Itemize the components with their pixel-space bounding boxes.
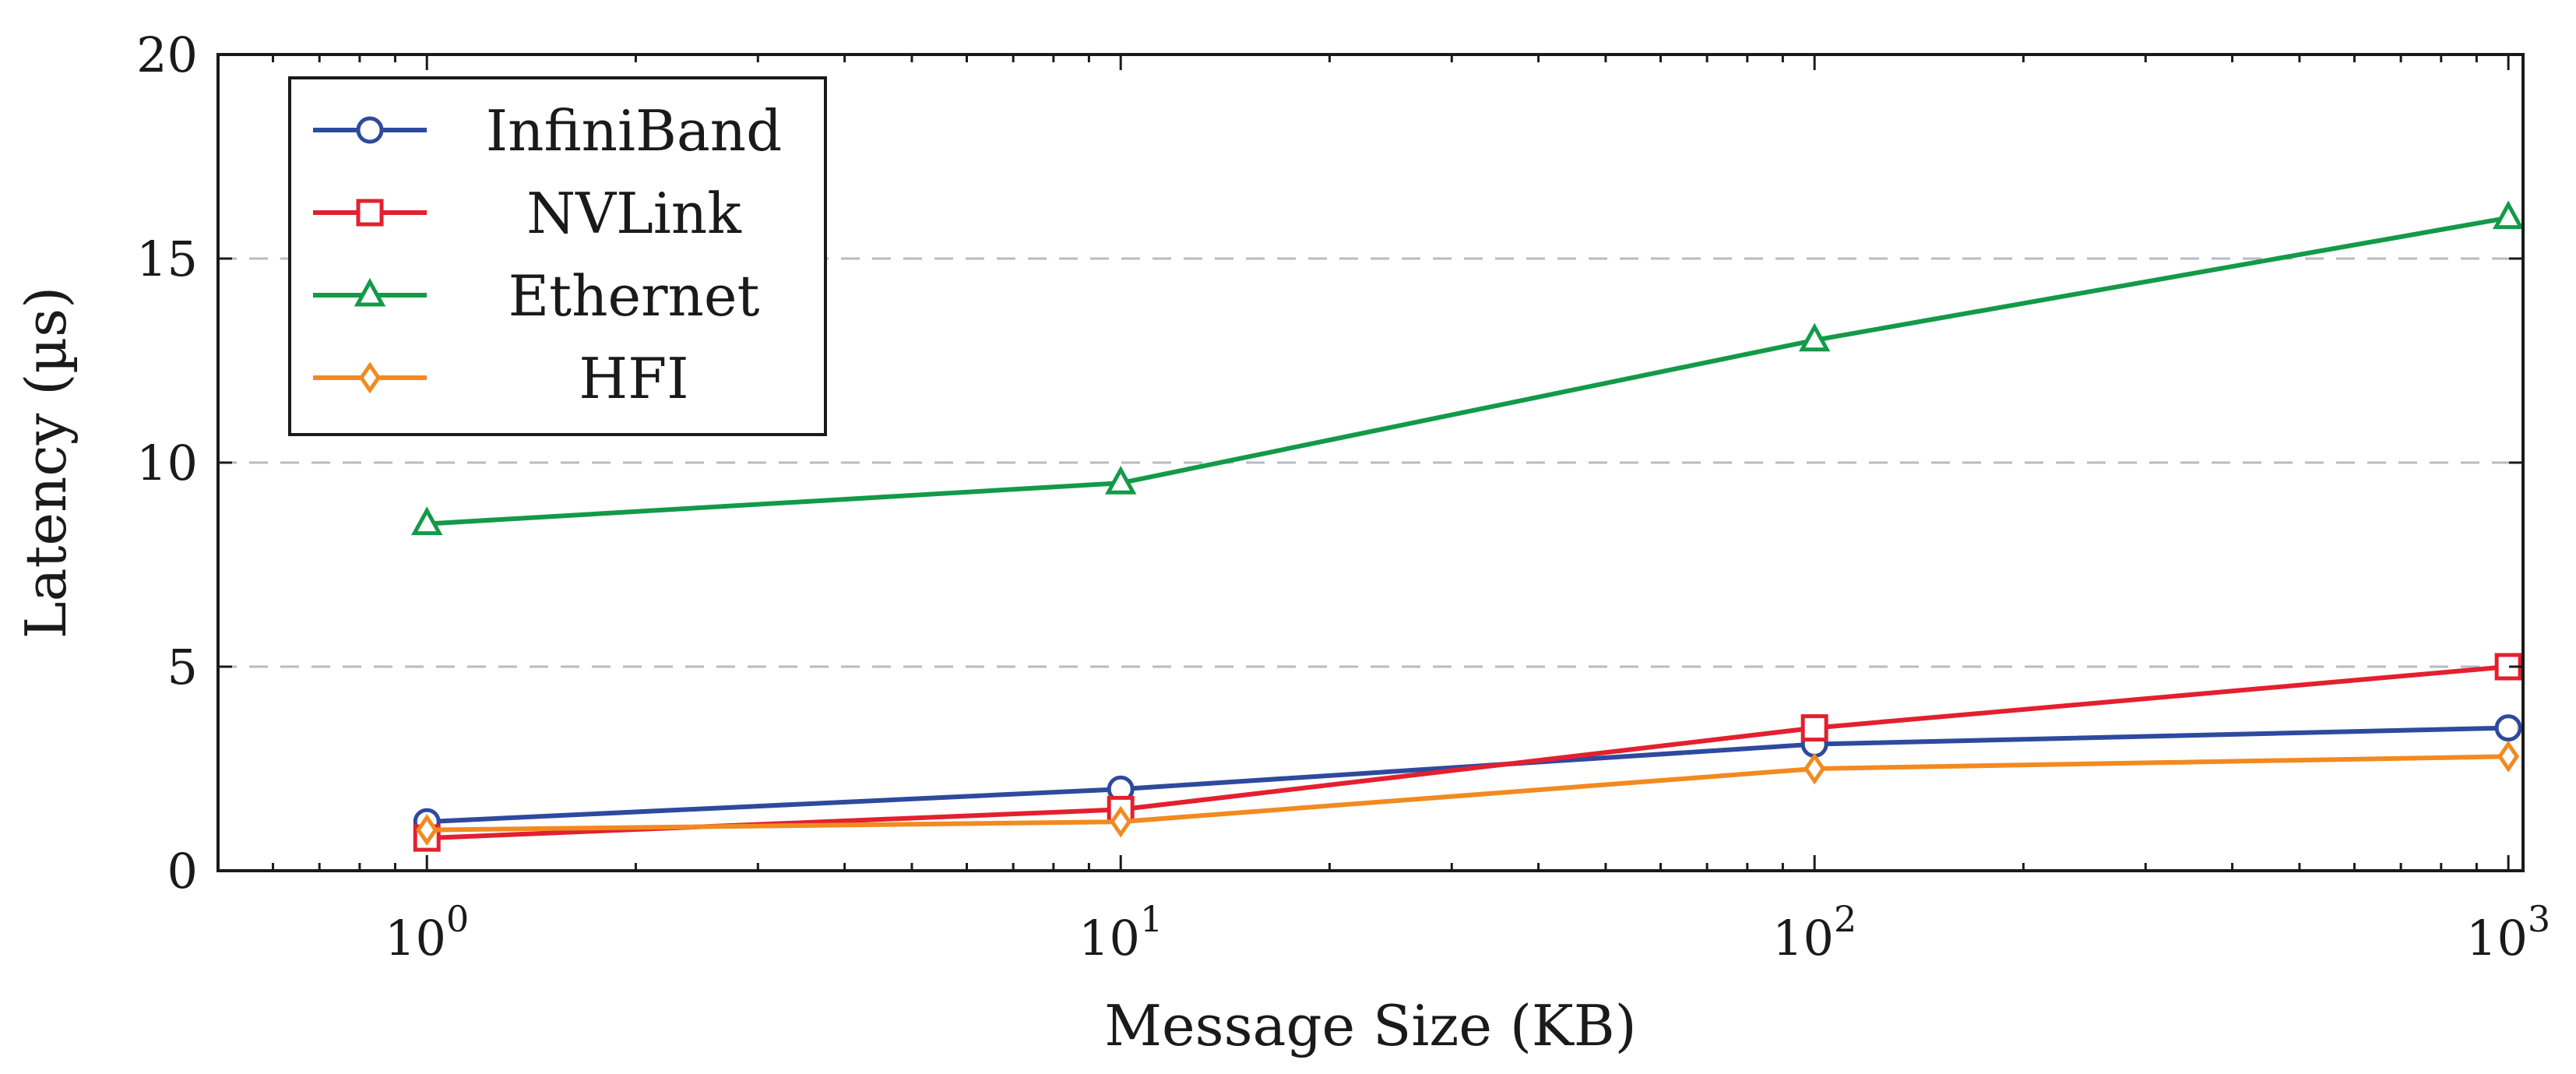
- ethernet-point: [1798, 322, 1831, 352]
- legend-item-nvlink: NVLink: [313, 181, 742, 246]
- y-axis-title: Latency (µs): [13, 287, 79, 639]
- series-layer: [410, 200, 2525, 852]
- ethernet-point: [1104, 466, 1137, 495]
- y-tick-label: 5: [167, 639, 198, 695]
- legend-item-hfi: HFI: [313, 346, 689, 411]
- ethernet-line: [427, 215, 2509, 526]
- y-tick-label: 10: [136, 435, 198, 491]
- infiniband-line: [427, 725, 2509, 825]
- legend-item-infiniband: InfiniBand: [313, 98, 782, 164]
- hfi-point: [1804, 752, 1826, 785]
- nvlink-point: [1800, 714, 1828, 742]
- x-axis-title: Message Size (KB): [1104, 993, 1636, 1058]
- series-ethernet: [410, 200, 2525, 536]
- x-tick-label: 100: [385, 898, 469, 967]
- hfi-point: [1110, 805, 1132, 838]
- ethernet-point: [2492, 200, 2525, 230]
- hfi-point: [416, 814, 438, 847]
- legend-marker: [358, 361, 382, 394]
- hfi-point: [2497, 740, 2520, 773]
- legend-label: HFI: [579, 346, 688, 411]
- series-hfi: [416, 740, 2520, 847]
- tick-layer: 0 5 10 15 20 100 101 102 103: [136, 26, 2550, 967]
- series-infiniband: [413, 714, 2522, 836]
- legend-marker: [354, 277, 386, 307]
- legend-label: InfiniBand: [486, 98, 783, 164]
- y-tick-label: 20: [136, 26, 198, 83]
- legend-label: NVLink: [526, 181, 742, 246]
- nvlink-line: [427, 664, 2509, 841]
- y-tick-label: 0: [167, 843, 198, 900]
- ethernet-point: [410, 506, 443, 536]
- x-tick-label: 101: [1079, 898, 1163, 967]
- legend-marker: [356, 199, 384, 227]
- x-tick-label: 103: [2466, 898, 2550, 967]
- infiniband-point: [2494, 714, 2522, 742]
- legend: InfiniBand NVLink Ethernet HFI: [288, 76, 827, 436]
- y-tick-label: 15: [136, 231, 198, 287]
- x-tick-label: 102: [1772, 898, 1856, 967]
- series-nvlink: [413, 653, 2522, 852]
- legend-label: Ethernet: [509, 263, 760, 329]
- hfi-line: [427, 754, 2509, 833]
- legend-marker: [356, 116, 384, 144]
- legend-item-ethernet: Ethernet: [313, 263, 759, 329]
